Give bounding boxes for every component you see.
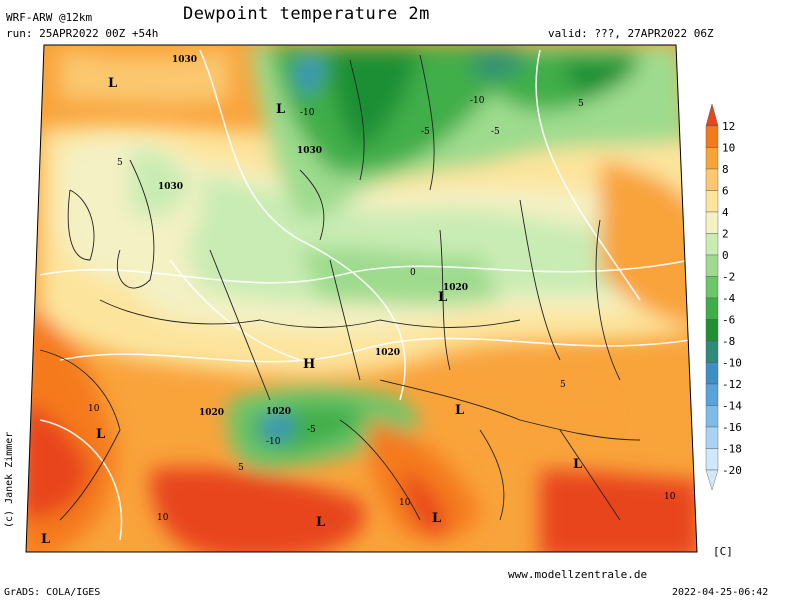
low-pressure-label: L <box>276 102 286 117</box>
legend-swatch <box>705 254 719 277</box>
credit-label: (c) Janek Zimmer <box>4 431 15 528</box>
low-pressure-label: L <box>573 457 583 472</box>
contour-value: -5 <box>421 127 430 137</box>
low-pressure-label: L <box>438 290 448 305</box>
contour-value: -5 <box>491 127 500 137</box>
contour-value: 0 <box>410 268 416 278</box>
contour-value: -10 <box>300 108 315 118</box>
isobar-value: 1020 <box>266 407 292 417</box>
legend-tick-label: -4 <box>722 292 736 305</box>
valid-label: valid: ???, 27APR2022 06Z <box>548 27 714 40</box>
legend-unit: [C] <box>713 545 733 558</box>
isobar-value: 1030 <box>297 146 323 156</box>
contour-value: -10 <box>266 437 281 447</box>
legend-swatch <box>705 448 719 471</box>
legend-swatch <box>705 362 719 385</box>
high-pressure-label: H <box>303 357 316 372</box>
legend-tick-label: -2 <box>722 271 735 284</box>
low-pressure-label: L <box>108 76 118 91</box>
website-label: www.modellzentrale.de <box>508 568 648 581</box>
legend-tick-label: 8 <box>722 163 729 176</box>
contour-value: -5 <box>307 425 316 435</box>
contour-value: 5 <box>560 380 566 390</box>
legend-tick-label: -18 <box>722 443 742 456</box>
legend-swatch <box>705 340 719 363</box>
low-pressure-label: L <box>455 403 465 418</box>
model-label: WRF-ARW @12km <box>6 11 93 24</box>
isobar-value: 1020 <box>443 283 469 293</box>
isobar-value: 1030 <box>172 55 198 65</box>
legend-swatch <box>705 426 719 449</box>
contour-value: -10 <box>470 96 485 106</box>
legend-swatch <box>705 168 719 191</box>
legend-tick-label: -14 <box>722 400 742 413</box>
contour-value: 10 <box>157 513 169 523</box>
legend-swatch <box>705 211 719 234</box>
legend-swatch <box>705 297 719 320</box>
contour-value: 10 <box>664 492 676 502</box>
legend-tick-label: -20 <box>722 464 742 477</box>
legend-swatch <box>705 147 719 170</box>
color-legend: 12 10 8 6 4 2 0 -2 -4 -6 -8 -10 -12 -14 -16 -18 -20 <box>705 103 742 491</box>
legend-swatch <box>705 383 719 406</box>
legend-tick-label: 6 <box>722 185 729 198</box>
map-title: Dewpoint temperature 2m <box>183 4 430 24</box>
country-borders <box>39 54 641 521</box>
legend-swatch <box>705 405 719 428</box>
run-label: run: 25APR2022 00Z +54h <box>6 27 159 40</box>
legend-tick-label: -12 <box>722 378 742 391</box>
legend-swatch <box>705 190 719 213</box>
legend-tick-label: -16 <box>722 421 742 434</box>
contour-value: 5 <box>578 99 584 109</box>
legend-swatch <box>705 276 719 299</box>
isobar-value: 1020 <box>375 348 401 358</box>
legend-tick-label: -8 <box>722 335 735 348</box>
legend-tick-label: 4 <box>722 206 729 219</box>
low-pressure-label: L <box>432 511 442 526</box>
legend-arrow-top <box>705 103 719 127</box>
isobar-value: 1030 <box>158 182 184 192</box>
legend-tick-label: 0 <box>722 249 729 262</box>
legend-tick-label: 10 <box>722 142 735 155</box>
dewpoint-field <box>26 45 697 552</box>
low-pressure-label: L <box>316 515 326 530</box>
contour-value: 10 <box>88 404 100 414</box>
contour-value: 5 <box>238 463 244 473</box>
timestamp-label: 2022-04-25-06:42 <box>672 587 769 598</box>
legend-tick-label: -10 <box>722 357 742 370</box>
legend-tick-label: 2 <box>722 228 729 241</box>
low-pressure-label: L <box>96 427 106 442</box>
legend-tick-label: -6 <box>722 314 735 327</box>
legend-swatch <box>705 125 719 148</box>
legend-swatch <box>705 233 719 256</box>
map-frame <box>25 44 698 553</box>
isobars <box>39 49 691 541</box>
isobar-value: 1020 <box>199 408 225 418</box>
legend-tick-label: 12 <box>722 120 735 133</box>
contour-value: 5 <box>117 158 123 168</box>
grads-label: GrADS: COLA/IGES <box>4 587 101 598</box>
contour-value: 10 <box>399 498 411 508</box>
low-pressure-label: L <box>41 532 51 547</box>
legend-arrow-bottom <box>705 469 719 491</box>
legend-swatch <box>705 319 719 342</box>
